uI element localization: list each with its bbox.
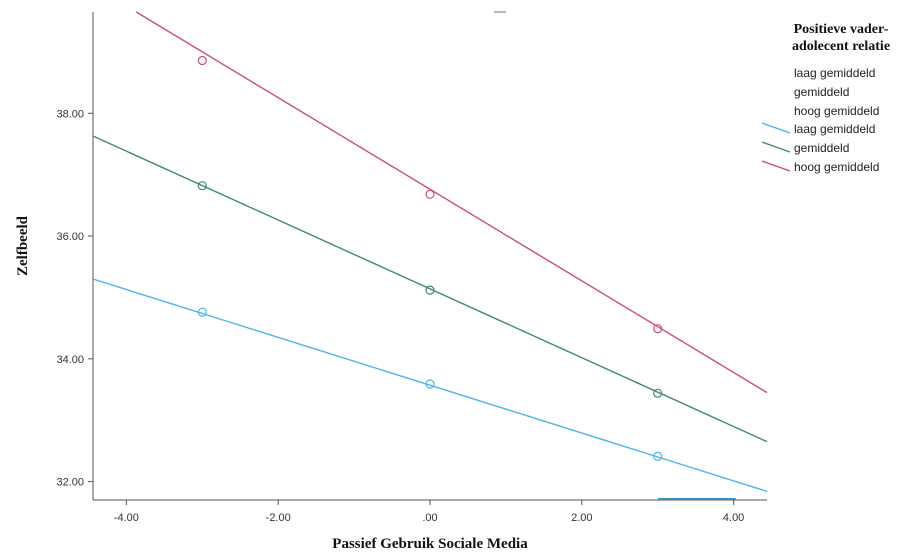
series-points — [197, 55, 663, 461]
plot-area: -4.00 -2.00 .00 2.00 4.00 32.00 34.00 36.00 38.… — [56, 11, 768, 524]
legend-title-line-2: adolecent relatie — [792, 39, 890, 54]
series-line-gemiddeld — [92, 135, 768, 443]
x-tick-label: 2.00 — [571, 512, 592, 524]
legend: Positieve vader- adolecent relatie laag … — [761, 22, 890, 174]
series-line-laag-gemiddeld — [92, 278, 768, 493]
series-line-hoog-gemiddeld — [135, 11, 768, 394]
legend-swatch-hoog-gemiddeld — [761, 160, 791, 172]
y-tick-label: 34.00 — [56, 354, 84, 366]
x-ticks: -4.00 -2.00 .00 2.00 4.00 — [114, 500, 744, 524]
legend-line-entries: laag gemiddeld gemiddeld hoog gemiddeld — [761, 122, 879, 174]
legend-marker-entry-laag: laag gemiddeld — [794, 66, 875, 80]
y-tick-label: 38.00 — [56, 108, 84, 120]
legend-marker-entry-gemiddeld: gemiddeld — [794, 85, 849, 99]
y-ticks: 32.00 34.00 36.00 38.00 — [56, 108, 93, 489]
legend-label-gemiddeld: gemiddeld — [794, 141, 849, 155]
legend-swatch-gemiddeld — [761, 141, 791, 153]
legend-swatch-laag-gemiddeld — [761, 122, 791, 134]
data-point-hoog-gemiddeld-2 — [425, 189, 435, 199]
data-point-hoog-gemiddeld-1 — [197, 55, 207, 66]
x-tick-label: -4.00 — [114, 512, 139, 524]
data-point-laag-gemiddeld-1 — [197, 307, 207, 317]
data-point-hoog-gemiddeld-3 — [653, 324, 663, 334]
data-point-gemiddeld-2 — [425, 285, 435, 295]
legend-marker-entry-hoog: hoog gemiddeld — [794, 104, 879, 118]
x-tick-label: -2.00 — [266, 512, 291, 524]
x-tick-label: 4.00 — [723, 512, 744, 524]
legend-label-hoog-gemiddeld: hoog gemiddeld — [794, 160, 879, 174]
y-tick-label: 32.00 — [56, 477, 84, 489]
legend-title-line-1: Positieve vader- — [794, 22, 889, 37]
y-tick-label: 36.00 — [56, 231, 84, 243]
series-lines — [92, 11, 768, 493]
x-axis-title: Passief Gebruik Sociale Media — [332, 536, 528, 552]
data-point-laag-gemiddeld-3 — [653, 451, 663, 461]
data-point-laag-gemiddeld-2 — [425, 379, 435, 389]
x-tick-label: .00 — [422, 512, 437, 524]
data-point-gemiddeld-1 — [197, 181, 207, 191]
y-axis-title: Zelfbeeld — [15, 215, 31, 276]
legend-label-laag-gemiddeld: laag gemiddeld — [794, 122, 875, 136]
data-point-gemiddeld-3 — [653, 388, 663, 398]
